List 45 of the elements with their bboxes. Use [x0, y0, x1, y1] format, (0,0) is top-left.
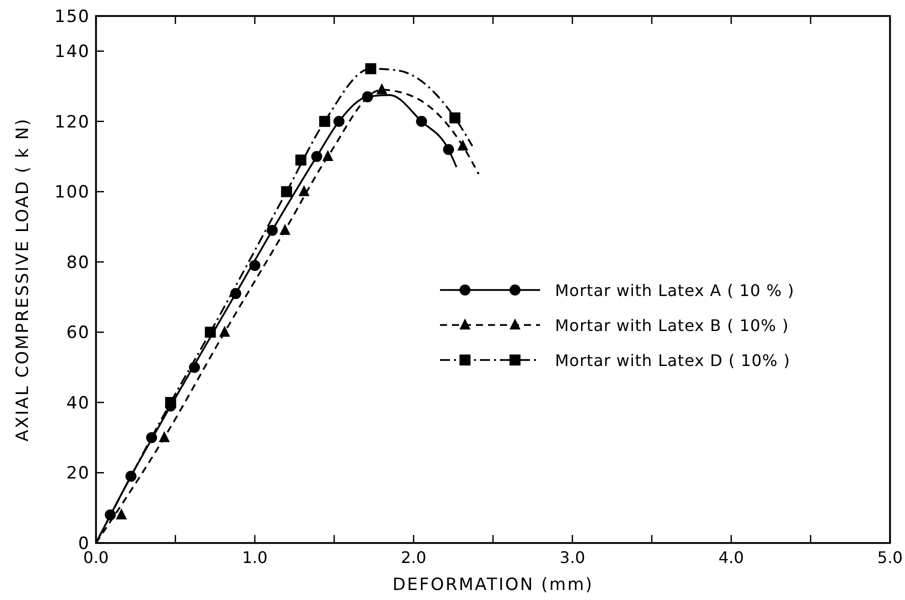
point [204, 326, 216, 338]
point [365, 63, 376, 74]
point [266, 224, 278, 236]
point [146, 432, 158, 444]
y-tick-label: 100 [54, 182, 90, 203]
point [362, 91, 374, 102]
y-axis-title: AXIAL COMPRESSIVE LOAD ( k N) [13, 117, 33, 442]
point [219, 326, 230, 337]
legend-label: Mortar with Latex D ( 10% ) [555, 351, 790, 370]
point [188, 362, 200, 373]
x-tick-label: 3.0 [560, 548, 586, 567]
x-tick-label: 4.0 [718, 548, 744, 567]
point [125, 470, 136, 482]
point [443, 144, 454, 156]
legend-label: Mortar with Latex B ( 10% ) [555, 316, 789, 335]
point [165, 396, 176, 408]
point [279, 224, 290, 235]
point [416, 116, 428, 127]
x-axis-title: DEFORMATION (mm) [392, 575, 594, 595]
point [116, 508, 127, 520]
point [298, 185, 310, 196]
point [319, 116, 330, 127]
point [376, 83, 388, 94]
point [333, 116, 344, 127]
point [104, 509, 116, 520]
y-tick-label: 40 [66, 393, 90, 414]
point [457, 139, 468, 150]
point [230, 288, 242, 300]
point [295, 154, 306, 166]
point [322, 150, 334, 162]
point [311, 151, 322, 162]
y-tick-label: 120 [54, 112, 90, 132]
point [281, 186, 292, 198]
x-tick-label: 1.0 [242, 548, 268, 567]
y-tick-label: 60 [66, 323, 90, 344]
x-tick-label: 5.0 [877, 548, 903, 567]
x-tick-label: 2.0 [400, 548, 426, 567]
y-tick-label: 140 [54, 42, 90, 62]
y-tick-label: 20 [66, 464, 90, 484]
y-tick-label: 80 [66, 252, 90, 273]
point [449, 112, 460, 124]
point [249, 260, 260, 271]
point [158, 431, 170, 442]
y-tick-label: 150 [54, 7, 90, 27]
legend-label: Mortar with Latex A ( 10 % ) [555, 281, 794, 300]
